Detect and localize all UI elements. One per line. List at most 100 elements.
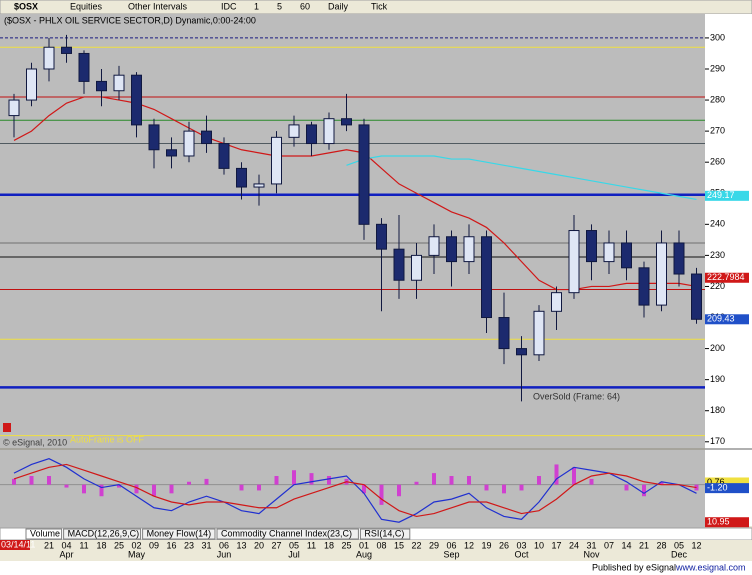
publisher-url[interactable]: www.esignal.com xyxy=(675,562,746,572)
candle-body xyxy=(673,242,685,275)
histogram-bar xyxy=(169,484,174,494)
histogram-bar xyxy=(379,484,384,505)
cursor-date: 03/14/11 xyxy=(1,539,35,549)
x-tick-label: 31 xyxy=(586,540,596,550)
x-tick-label: 06 xyxy=(219,540,229,550)
month-label: Sep xyxy=(443,549,459,559)
month-label: Nov xyxy=(583,549,600,559)
candle-body xyxy=(306,124,317,145)
month-label: Dec xyxy=(671,549,688,559)
signal-line xyxy=(13,463,697,518)
histogram-bar xyxy=(467,476,471,485)
histogram-bar xyxy=(204,478,209,485)
tab-label[interactable]: RSI(14,C) xyxy=(364,528,404,538)
histogram-bar xyxy=(257,484,261,491)
candle-body xyxy=(428,236,440,256)
x-tick-label: 31 xyxy=(201,540,211,550)
candle-body xyxy=(603,242,615,263)
tab[interactable] xyxy=(216,528,359,540)
histogram-bar xyxy=(292,470,296,485)
y-tick-label: 260 xyxy=(710,157,725,167)
x-tick-label: 20 xyxy=(254,540,264,550)
y-tick-label: 300 xyxy=(710,32,725,42)
cursor-date-box xyxy=(0,540,30,550)
candle-body xyxy=(481,236,492,319)
tab-label[interactable]: Commodity Channel Index(23,C) xyxy=(221,528,352,538)
histogram-bar xyxy=(187,481,191,485)
month-label: Jun xyxy=(217,549,232,559)
candle-body xyxy=(61,46,72,54)
chart-title: ($OSX - PHLX OIL SERVICE SECTOR,D) Dynam… xyxy=(4,15,256,25)
histogram-bar xyxy=(432,473,436,485)
candle-body xyxy=(43,46,55,70)
tab-label[interactable]: Money Flow(14) xyxy=(147,528,212,538)
tab[interactable] xyxy=(63,528,142,540)
x-tick-label: 04 xyxy=(61,540,71,550)
x-tick-label: 17 xyxy=(551,540,561,550)
x-tick-label: 01 xyxy=(359,540,369,550)
candle-body xyxy=(166,149,177,157)
histogram-bar xyxy=(362,484,366,494)
candle-body xyxy=(656,242,667,306)
month-label: Jul xyxy=(288,549,300,559)
tab-label[interactable]: Volume xyxy=(30,528,60,538)
toolbar-item[interactable]: Tick xyxy=(371,1,388,11)
publisher: Published by eSignal xyxy=(592,562,676,572)
y-tick-label: 290 xyxy=(710,63,725,73)
x-tick-label: 10 xyxy=(534,540,544,550)
candle-body xyxy=(463,236,475,263)
toolbar-item[interactable]: 5 xyxy=(277,1,282,11)
p-marker xyxy=(3,423,11,432)
x-tick-label: 05 xyxy=(289,540,299,550)
x-tick-label: 12 xyxy=(464,540,474,550)
candle-body xyxy=(218,143,230,169)
x-tick-label: 27 xyxy=(271,540,281,550)
histogram-bar xyxy=(134,484,139,494)
x-tick-label: 11 xyxy=(307,540,316,550)
x-tick-label: 29 xyxy=(429,540,439,550)
candle-body xyxy=(638,267,650,306)
y-tick-label: 230 xyxy=(710,250,725,260)
footer-bar xyxy=(0,561,752,575)
x-tick-label: 22 xyxy=(411,540,421,550)
candle-body xyxy=(516,348,527,356)
histogram-bar xyxy=(47,476,51,485)
histogram-bar xyxy=(397,484,401,497)
right-axis xyxy=(705,14,752,526)
moving-average xyxy=(346,155,697,201)
tab[interactable] xyxy=(142,528,216,540)
candle-body xyxy=(131,74,142,126)
tab[interactable] xyxy=(359,528,411,540)
candle-body xyxy=(586,230,597,263)
price-tag-label: 209.43 xyxy=(707,314,735,324)
annotation: OverSold (Frame: 64) xyxy=(533,391,620,401)
histogram-bar xyxy=(99,484,104,497)
price-tag xyxy=(705,190,749,201)
date-axis xyxy=(0,540,752,560)
month-label: Aug xyxy=(356,549,372,559)
toolbar-item[interactable]: 60 xyxy=(300,1,310,11)
toolbar-item[interactable]: Daily xyxy=(328,1,349,11)
histogram-bar xyxy=(624,484,629,491)
tab-label[interactable]: MACD(12,26,9,C) xyxy=(68,528,140,538)
tab[interactable] xyxy=(25,528,63,540)
annotation: © eSignal, 2010 xyxy=(3,437,67,447)
candle-body xyxy=(253,183,265,188)
symbol[interactable]: $OSX xyxy=(14,1,38,11)
histogram-bar xyxy=(554,464,559,485)
candle-body xyxy=(201,130,212,145)
toolbar-item[interactable]: Equities xyxy=(70,1,103,11)
candle-body xyxy=(498,317,510,350)
histogram-bar xyxy=(117,484,121,488)
toolbar-item[interactable]: IDC xyxy=(221,1,237,11)
x-tick-label: 25 xyxy=(114,540,124,550)
histogram-bar xyxy=(64,484,69,488)
histogram-bar xyxy=(12,478,16,485)
x-tick-label: 14 xyxy=(621,540,631,550)
x-tick-label: 21 xyxy=(639,540,649,550)
candle-body xyxy=(533,310,545,356)
x-tick-label: 23 xyxy=(184,540,194,550)
toolbar-item[interactable]: Other Intervals xyxy=(128,1,188,11)
toolbar-item[interactable]: 1 xyxy=(254,1,259,11)
